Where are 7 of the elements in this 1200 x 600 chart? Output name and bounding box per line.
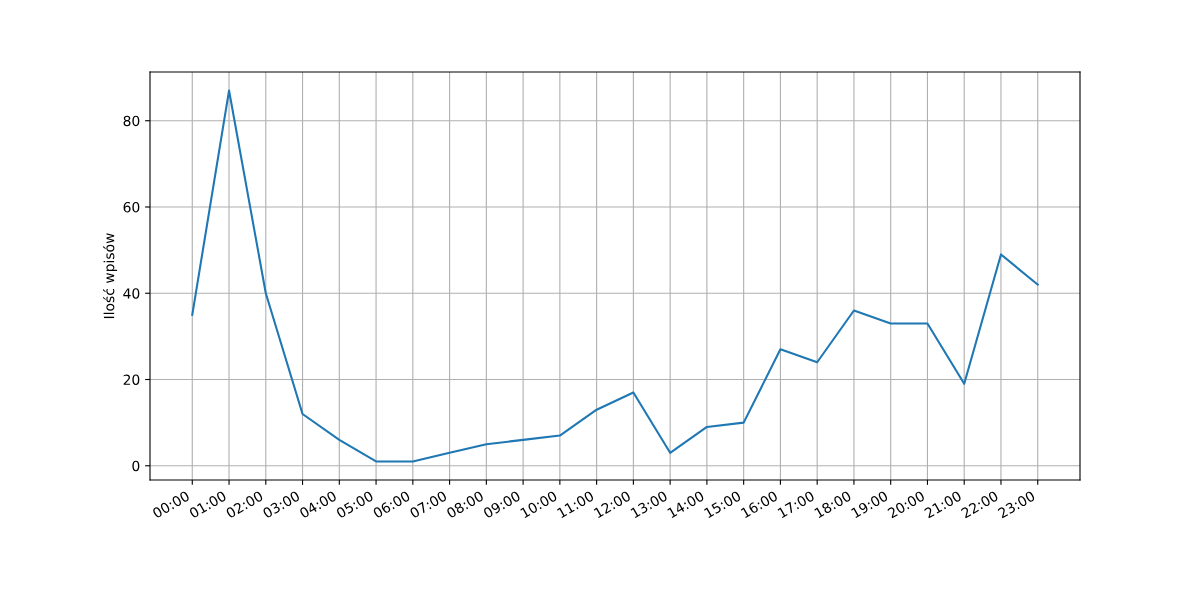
y-tick-label: 80: [123, 115, 140, 127]
y-tick-label: 60: [123, 201, 140, 213]
y-axis-title: Ilość wpisów: [103, 233, 118, 319]
y-tick-label: 0: [132, 460, 140, 472]
y-tick-label: 20: [123, 374, 140, 385]
y-tick-label: 40: [123, 288, 140, 299]
line-series: [191, 89, 1039, 463]
